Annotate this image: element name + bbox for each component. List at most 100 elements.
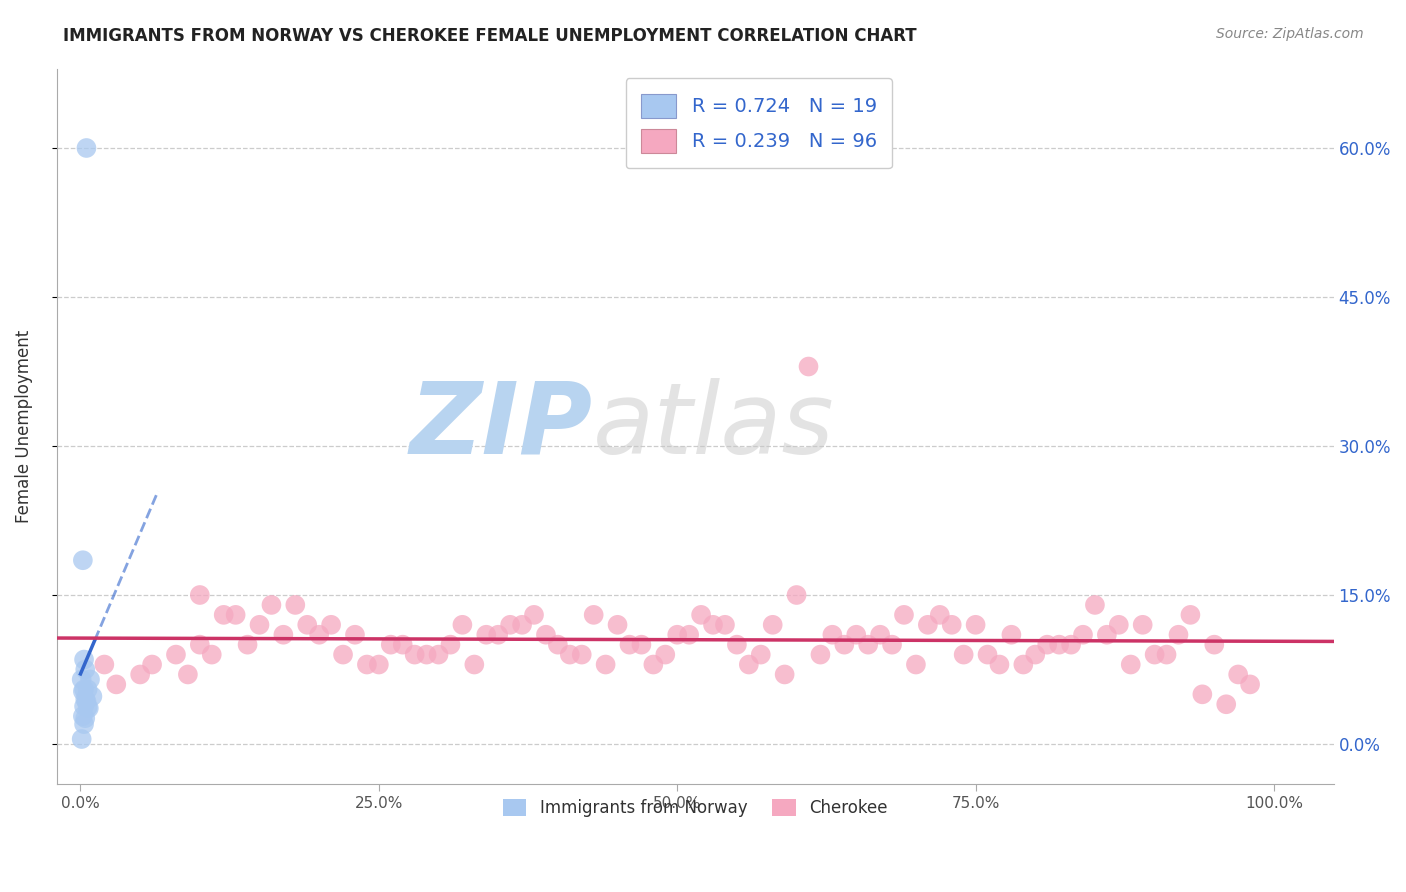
Point	[297, 617, 319, 632]
Point	[904, 657, 927, 672]
Point	[1239, 677, 1261, 691]
Point	[308, 628, 330, 642]
Point	[75, 692, 97, 706]
Point	[225, 607, 247, 622]
Point	[869, 628, 891, 642]
Point	[619, 638, 641, 652]
Point	[558, 648, 581, 662]
Point	[678, 628, 700, 642]
Point	[367, 657, 389, 672]
Point	[1119, 657, 1142, 672]
Point	[654, 648, 676, 662]
Point	[1191, 687, 1213, 701]
Point	[1227, 667, 1250, 681]
Point	[284, 598, 307, 612]
Point	[72, 709, 94, 723]
Point	[1215, 698, 1237, 712]
Point	[1180, 607, 1202, 622]
Point	[965, 617, 987, 632]
Point	[75, 694, 97, 708]
Point	[165, 648, 187, 662]
Point	[201, 648, 224, 662]
Point	[1071, 628, 1094, 642]
Point	[571, 648, 593, 662]
Point	[70, 732, 93, 747]
Point	[582, 607, 605, 622]
Point	[606, 617, 628, 632]
Point	[690, 607, 713, 622]
Point	[188, 638, 211, 652]
Point	[928, 607, 950, 622]
Point	[1047, 638, 1070, 652]
Point	[523, 607, 546, 622]
Point	[976, 648, 998, 662]
Point	[725, 638, 748, 652]
Point	[404, 648, 426, 662]
Point	[70, 673, 93, 687]
Point	[1108, 617, 1130, 632]
Point	[797, 359, 820, 374]
Point	[236, 638, 259, 652]
Point	[499, 617, 522, 632]
Point	[510, 617, 533, 632]
Point	[75, 663, 97, 677]
Point	[893, 607, 915, 622]
Point	[343, 628, 366, 642]
Point	[988, 657, 1011, 672]
Text: Source: ZipAtlas.com: Source: ZipAtlas.com	[1216, 27, 1364, 41]
Point	[773, 667, 796, 681]
Point	[702, 617, 724, 632]
Point	[93, 657, 115, 672]
Point	[391, 638, 413, 652]
Point	[714, 617, 737, 632]
Point	[1024, 648, 1046, 662]
Point	[1143, 648, 1166, 662]
Point	[332, 648, 354, 662]
Point	[547, 638, 569, 652]
Point	[856, 638, 879, 652]
Point	[415, 648, 437, 662]
Point	[380, 638, 402, 652]
Point	[427, 648, 450, 662]
Point	[105, 677, 128, 691]
Point	[76, 682, 98, 697]
Point	[1132, 617, 1154, 632]
Point	[1084, 598, 1107, 612]
Point	[73, 717, 96, 731]
Point	[75, 711, 97, 725]
Point	[880, 638, 903, 652]
Point	[917, 617, 939, 632]
Point	[762, 617, 785, 632]
Point	[786, 588, 808, 602]
Point	[188, 588, 211, 602]
Point	[475, 628, 498, 642]
Text: ZIP: ZIP	[411, 377, 593, 475]
Point	[73, 682, 96, 697]
Point	[451, 617, 474, 632]
Y-axis label: Female Unemployment: Female Unemployment	[15, 329, 32, 523]
Point	[141, 657, 163, 672]
Point	[82, 690, 104, 704]
Legend: Immigrants from Norway, Cherokee: Immigrants from Norway, Cherokee	[495, 790, 896, 825]
Point	[212, 607, 235, 622]
Point	[952, 648, 974, 662]
Point	[630, 638, 652, 652]
Point	[486, 628, 509, 642]
Point	[1000, 628, 1022, 642]
Point	[79, 673, 101, 687]
Point	[1012, 657, 1035, 672]
Point	[75, 141, 97, 155]
Point	[1156, 648, 1178, 662]
Text: atlas: atlas	[593, 377, 835, 475]
Point	[76, 700, 98, 714]
Point	[439, 638, 461, 652]
Point	[463, 657, 485, 672]
Point	[1204, 638, 1226, 652]
Point	[72, 553, 94, 567]
Point	[810, 648, 832, 662]
Point	[1060, 638, 1083, 652]
Point	[834, 638, 856, 652]
Point	[738, 657, 761, 672]
Point	[595, 657, 617, 672]
Point	[1167, 628, 1189, 642]
